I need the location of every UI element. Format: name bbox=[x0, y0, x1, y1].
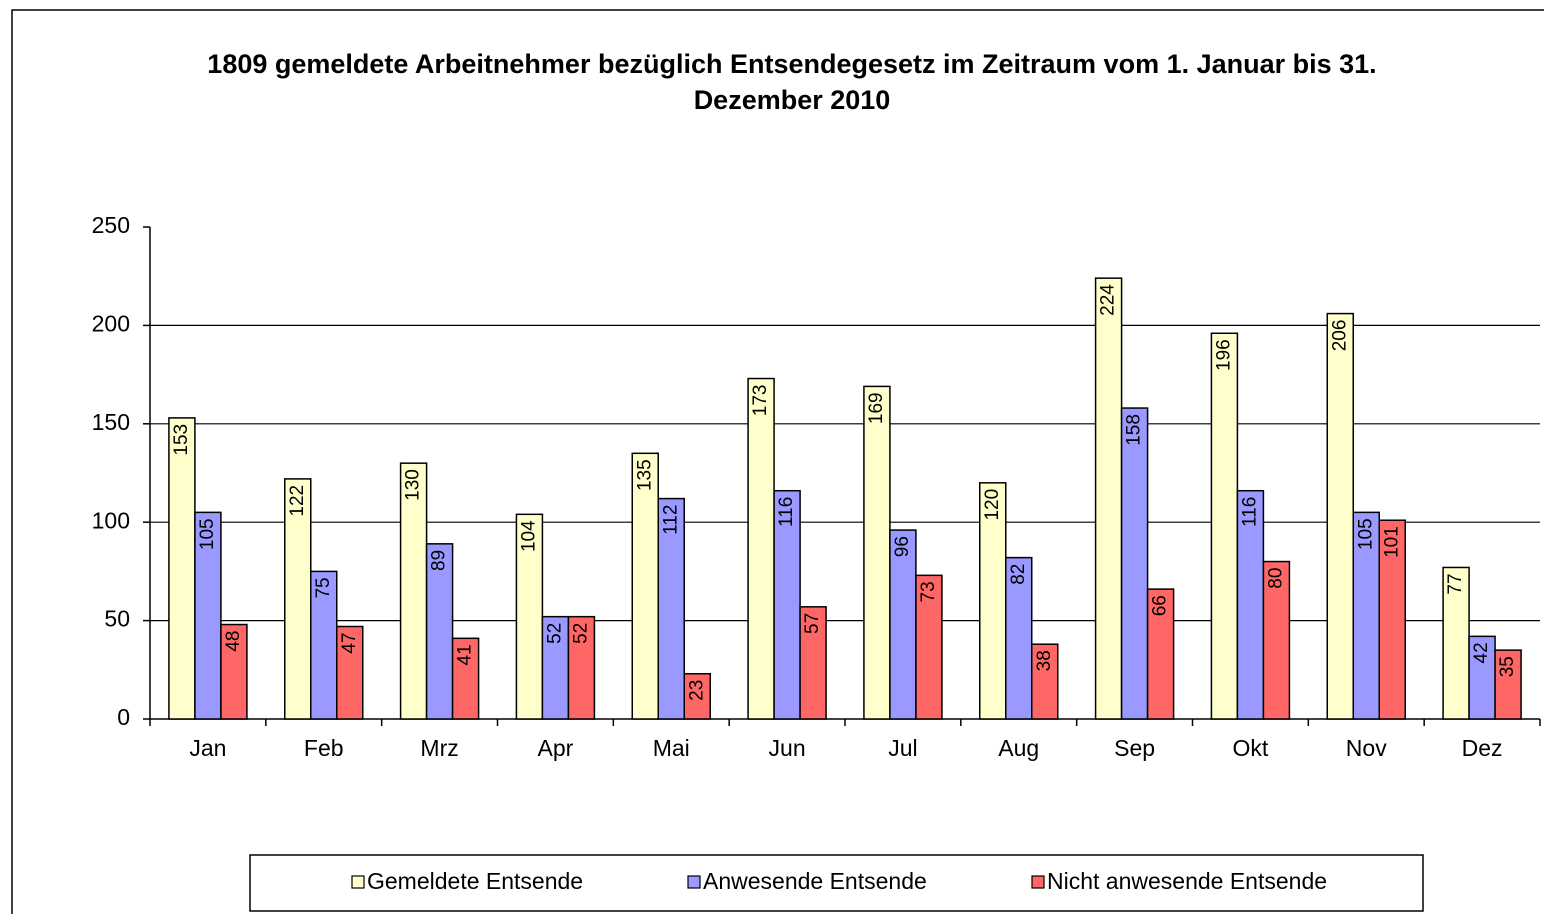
value-label: 52 bbox=[544, 623, 565, 644]
x-tick-label: Mai bbox=[653, 735, 690, 761]
value-label: 38 bbox=[1034, 650, 1055, 671]
bar bbox=[425, 543, 454, 720]
value-label: 196 bbox=[1213, 339, 1234, 371]
x-tick-label: Mrz bbox=[420, 735, 458, 761]
value-label: 23 bbox=[686, 680, 707, 701]
bar bbox=[168, 417, 196, 720]
bar bbox=[1262, 560, 1291, 720]
bar bbox=[683, 672, 711, 720]
legend-label: Nicht anwesende Entsende bbox=[1047, 868, 1327, 894]
value-label: 42 bbox=[1471, 642, 1492, 663]
value-label: 73 bbox=[918, 581, 939, 602]
value-label: 57 bbox=[802, 613, 823, 634]
value-label: 89 bbox=[429, 550, 450, 571]
bar bbox=[194, 511, 222, 720]
x-tick-label: Okt bbox=[1233, 735, 1269, 761]
bar bbox=[1146, 588, 1175, 720]
y-tick-label: 100 bbox=[92, 507, 130, 533]
x-tick-label: Feb bbox=[304, 735, 344, 761]
bar bbox=[657, 497, 685, 720]
chart-title: 1809 gemeldete Arbeitnehmer bezüglich En… bbox=[207, 49, 1377, 115]
y-tick-label: 200 bbox=[92, 310, 130, 336]
bar bbox=[1378, 519, 1406, 720]
bar bbox=[284, 478, 312, 720]
legend-label: Gemeldete Entsende bbox=[367, 868, 583, 894]
value-label: 96 bbox=[892, 536, 913, 557]
x-tick-label: Jul bbox=[888, 735, 917, 761]
bar bbox=[451, 637, 480, 720]
value-label: 101 bbox=[1381, 526, 1402, 558]
bar bbox=[336, 625, 364, 720]
bar bbox=[1352, 511, 1380, 720]
bar bbox=[863, 385, 891, 720]
legend-box bbox=[249, 854, 1424, 912]
value-label: 169 bbox=[866, 392, 887, 424]
value-label: 122 bbox=[287, 485, 308, 517]
bar bbox=[799, 606, 827, 720]
value-label: 52 bbox=[570, 623, 591, 644]
value-label: 77 bbox=[1445, 573, 1466, 594]
value-label: 130 bbox=[403, 469, 424, 501]
value-label: 80 bbox=[1265, 568, 1286, 589]
value-label: 153 bbox=[171, 424, 192, 456]
y-tick-label: 150 bbox=[92, 409, 130, 435]
frame bbox=[11, 9, 1544, 914]
value-label: 158 bbox=[1124, 414, 1145, 446]
bar bbox=[747, 377, 775, 720]
bar bbox=[515, 513, 544, 720]
value-label: 112 bbox=[660, 505, 681, 535]
value-label: 105 bbox=[197, 518, 218, 550]
bar bbox=[541, 615, 570, 720]
value-label: 120 bbox=[982, 489, 1003, 521]
value-label: 116 bbox=[1239, 497, 1260, 527]
bar bbox=[1468, 635, 1496, 720]
bar bbox=[1094, 277, 1123, 720]
bar bbox=[889, 529, 917, 720]
bar bbox=[1494, 649, 1522, 720]
value-label: 135 bbox=[634, 459, 655, 491]
legend-label: Anwesende Entsende bbox=[703, 868, 927, 894]
value-label: 206 bbox=[1329, 320, 1350, 352]
bar bbox=[1326, 312, 1354, 720]
value-label: 66 bbox=[1150, 595, 1171, 616]
y-tick-label: 250 bbox=[92, 212, 130, 238]
value-label: 104 bbox=[518, 520, 539, 552]
value-label: 173 bbox=[750, 385, 771, 417]
x-tick-label: Nov bbox=[1346, 735, 1387, 761]
value-label: 82 bbox=[1008, 564, 1029, 585]
bar bbox=[915, 574, 943, 720]
legend-swatch bbox=[687, 875, 701, 889]
bar bbox=[773, 489, 801, 720]
x-tick-label: Apr bbox=[538, 735, 574, 761]
bar bbox=[220, 623, 248, 720]
value-label: 224 bbox=[1098, 284, 1119, 316]
bar bbox=[1031, 643, 1059, 720]
value-label: 35 bbox=[1497, 656, 1518, 677]
value-label: 75 bbox=[313, 577, 334, 598]
x-tick-label: Jan bbox=[189, 735, 226, 761]
bar bbox=[631, 452, 659, 720]
bar bbox=[1005, 556, 1033, 720]
x-tick-label: Aug bbox=[998, 735, 1039, 761]
y-tick-label: 50 bbox=[104, 606, 130, 632]
value-label: 41 bbox=[455, 644, 476, 665]
x-tick-label: Dez bbox=[1462, 735, 1503, 761]
legend-swatch bbox=[351, 875, 365, 889]
bar bbox=[1120, 407, 1149, 720]
bar bbox=[979, 482, 1007, 720]
value-label: 47 bbox=[339, 633, 360, 654]
bar bbox=[1442, 566, 1470, 720]
value-label: 48 bbox=[223, 631, 244, 652]
value-label: 116 bbox=[776, 497, 797, 527]
x-tick-label: Sep bbox=[1114, 735, 1155, 761]
bar bbox=[567, 615, 596, 720]
bar bbox=[399, 462, 428, 720]
y-tick-label: 0 bbox=[117, 704, 130, 730]
value-label: 105 bbox=[1355, 518, 1376, 550]
bar bbox=[1210, 332, 1239, 720]
x-tick-label: Jun bbox=[769, 735, 806, 761]
legend-swatch bbox=[1031, 875, 1045, 889]
